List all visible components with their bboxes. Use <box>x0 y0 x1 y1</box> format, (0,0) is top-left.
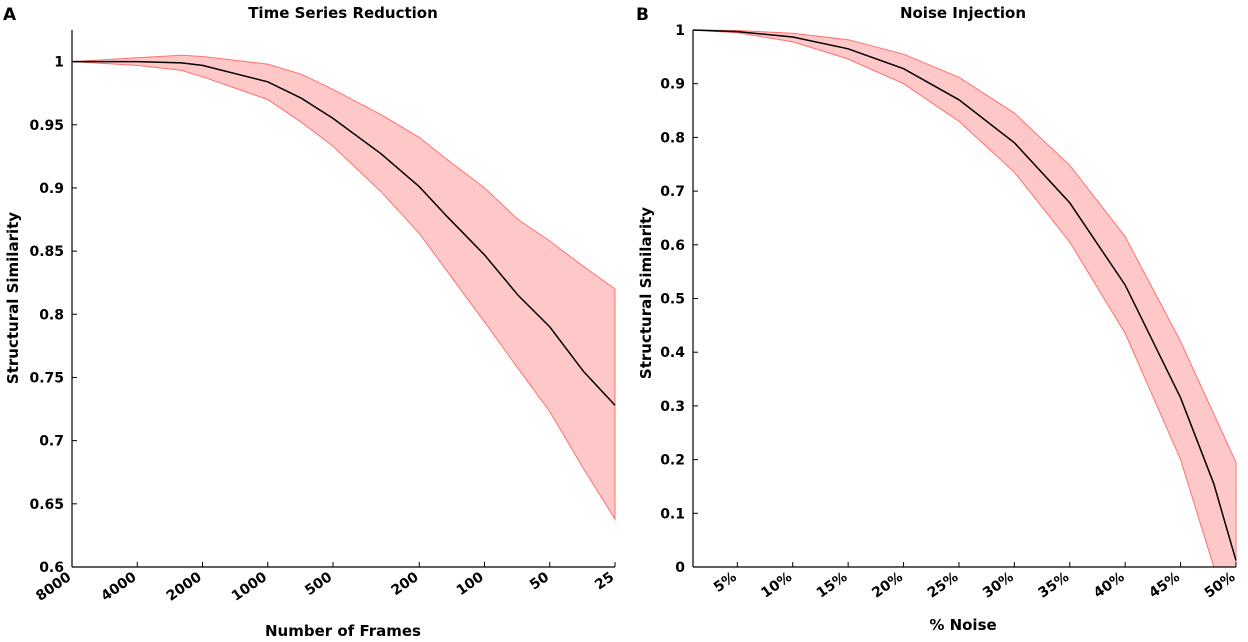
panel-a-y-ticks: 0.6 0.65 0.7 0.75 0.8 0.85 0.9 0.95 1 <box>29 55 77 576</box>
panel-a-x-axis-label: Number of Frames <box>265 622 421 640</box>
x-tick-label: 200 <box>388 569 421 599</box>
x-tick-label: 10% <box>758 569 795 601</box>
y-tick-label: 0.8 <box>660 130 685 146</box>
x-tick-label: 500 <box>302 569 335 599</box>
y-tick-label: 0.8 <box>39 307 64 323</box>
y-tick-label: 0.65 <box>29 497 64 513</box>
panel-a-title: Time Series Reduction <box>248 4 438 22</box>
x-tick-label: 40% <box>1091 569 1128 601</box>
x-tick-label: 4000 <box>98 569 139 605</box>
y-tick-label: 0.9 <box>660 77 685 93</box>
y-tick-label: 0.6 <box>660 238 685 254</box>
panel-b-title: Noise Injection <box>900 4 1026 22</box>
x-tick-label: 50% <box>1202 569 1239 601</box>
x-tick-label: 15% <box>814 569 851 601</box>
y-tick-label: 0.75 <box>29 370 64 386</box>
panel-b-mean-line <box>692 29 1237 561</box>
panel-b: B Noise Injection 5% 10% 15% 20% 25% 30% 35% 40… <box>636 4 1238 634</box>
x-tick-label: 25 <box>592 569 617 593</box>
y-tick-label: 1 <box>675 23 685 39</box>
panel-a-mean-line <box>72 60 616 406</box>
x-tick-label: 1000 <box>229 569 270 605</box>
panel-b-confidence-band <box>692 29 1237 568</box>
panel-a: A Time Series Reduction 8000 4000 2000 1000… <box>3 4 617 640</box>
panel-a-letter: A <box>3 5 17 25</box>
y-tick-label: 0.85 <box>29 244 64 260</box>
x-tick-label: 45% <box>1146 569 1183 601</box>
panel-b-letter: B <box>636 5 649 25</box>
x-tick-label: 30% <box>980 569 1017 601</box>
y-tick-label: 0.95 <box>29 118 64 134</box>
x-tick-label: 100 <box>454 569 487 599</box>
panel-b-y-ticks: 0 0.1 0.2 0.3 0.4 0.5 0.6 0.7 0.8 0.9 1 <box>660 23 698 576</box>
y-tick-label: 0.1 <box>660 506 685 522</box>
panel-a-y-axis-label: Structural Similarity <box>4 212 22 384</box>
x-tick-label: 2000 <box>164 569 205 605</box>
y-tick-label: 0.7 <box>660 184 685 200</box>
x-tick-label: 50 <box>527 569 552 593</box>
y-tick-label: 0.6 <box>39 560 64 576</box>
panel-b-y-axis-label: Structural Similarity <box>637 207 655 379</box>
y-tick-label: 0.7 <box>39 434 64 450</box>
panel-b-x-ticks: 5% 10% 15% 20% 25% 30% 35% 40% 45% 50% <box>711 562 1238 602</box>
y-tick-label: 0.5 <box>660 292 685 308</box>
y-tick-label: 0.3 <box>660 399 685 415</box>
x-tick-label: 35% <box>1035 569 1072 601</box>
x-tick-label: 20% <box>869 569 906 601</box>
y-tick-label: 1 <box>54 55 64 71</box>
panel-a-confidence-band <box>71 54 616 521</box>
x-tick-label: 25% <box>925 569 962 601</box>
panel-a-x-ticks: 8000 4000 2000 1000 500 200 100 50 25 <box>33 562 617 605</box>
y-tick-label: 0.4 <box>660 345 685 361</box>
panel-b-x-axis-label: % Noise <box>929 616 996 634</box>
y-tick-label: 0.2 <box>660 453 685 469</box>
y-tick-label: 0 <box>675 560 685 576</box>
y-tick-label: 0.9 <box>39 181 64 197</box>
x-tick-label: 5% <box>711 569 740 596</box>
